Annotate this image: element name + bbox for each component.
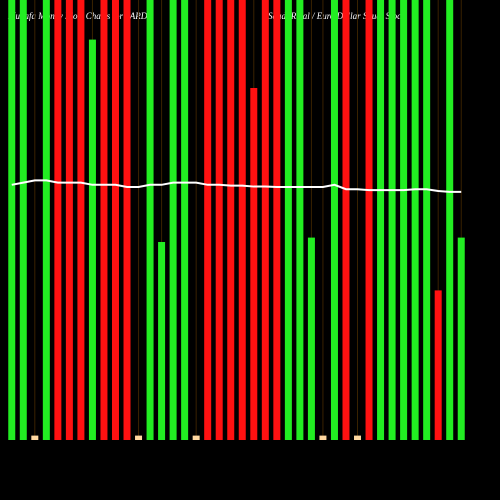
bar — [434, 290, 442, 440]
bar — [77, 0, 85, 440]
bar — [354, 435, 362, 440]
bar — [296, 0, 304, 440]
money-flow-line — [11, 179, 462, 193]
bar — [446, 0, 454, 440]
bar — [261, 0, 269, 440]
bar — [388, 0, 396, 440]
bar — [284, 0, 292, 440]
bar — [411, 0, 419, 440]
bar — [250, 88, 258, 440]
bar — [342, 0, 350, 440]
bar — [65, 0, 73, 440]
bar — [400, 0, 408, 440]
bar — [8, 0, 16, 440]
bar — [158, 242, 166, 440]
bar — [19, 0, 27, 440]
bar — [181, 0, 189, 440]
bar — [238, 0, 246, 440]
bar — [307, 237, 315, 440]
bar — [111, 0, 119, 440]
bar — [377, 0, 385, 440]
bar — [215, 0, 223, 440]
bar — [169, 0, 177, 440]
bar — [273, 0, 281, 440]
bar — [330, 0, 338, 440]
bar — [54, 0, 62, 440]
bar — [42, 0, 50, 440]
bar — [227, 0, 235, 440]
bar — [135, 435, 143, 440]
bar — [146, 0, 154, 440]
bar — [31, 435, 39, 440]
bar — [457, 237, 465, 440]
bar — [192, 435, 200, 440]
bar — [123, 0, 131, 440]
bar — [100, 0, 108, 440]
bar — [319, 435, 327, 440]
bar — [88, 39, 96, 440]
bar — [204, 0, 212, 440]
bar — [365, 0, 373, 440]
bar — [423, 0, 431, 440]
